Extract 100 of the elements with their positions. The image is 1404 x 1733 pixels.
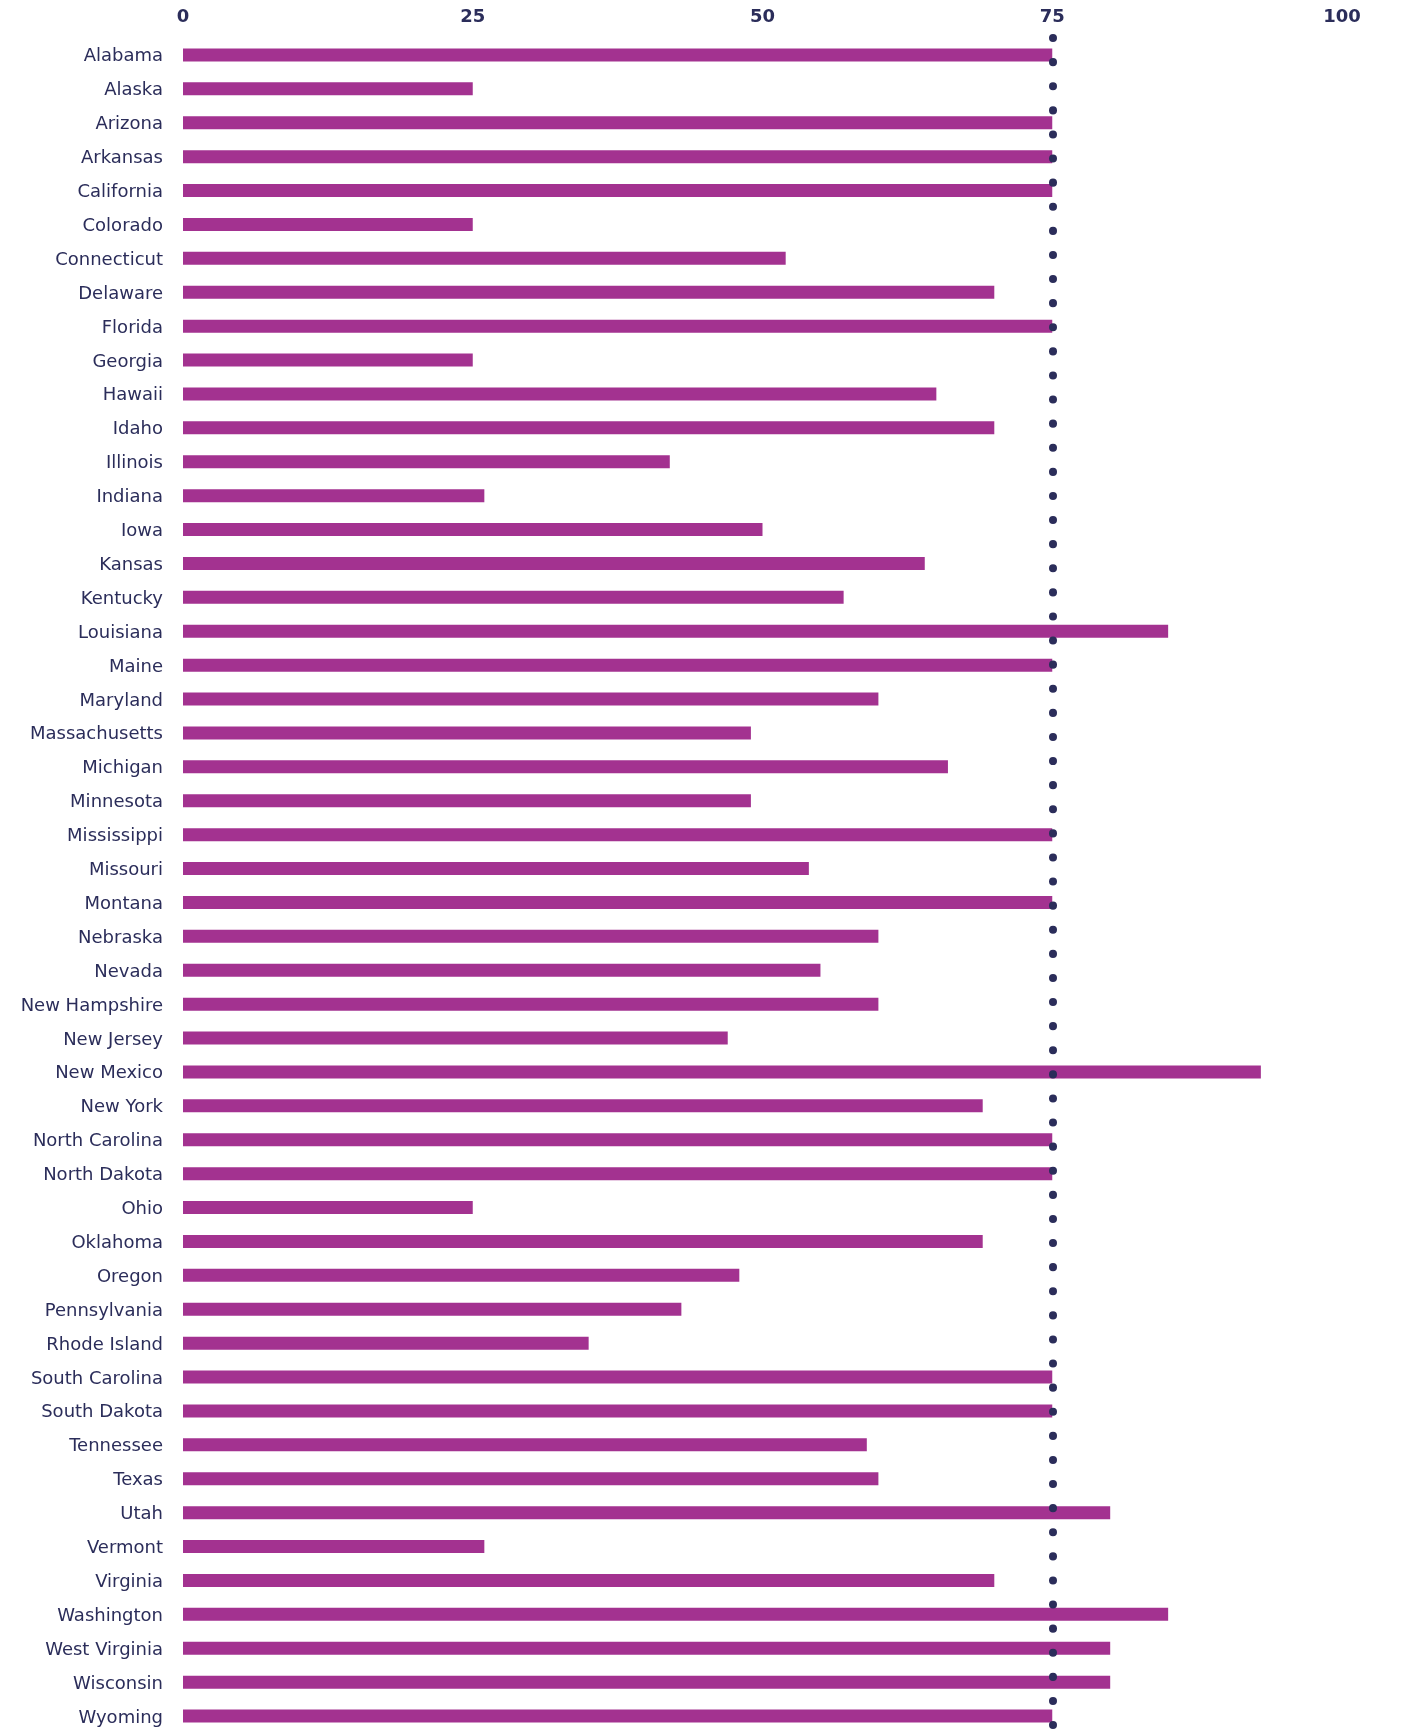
bar <box>183 1607 1169 1621</box>
bar <box>183 150 1053 164</box>
bar <box>183 1167 1053 1181</box>
y-tick-label: Hawaii <box>102 383 163 405</box>
y-tick-label: Montana <box>84 891 163 913</box>
bar <box>183 997 879 1011</box>
bar <box>183 1302 682 1316</box>
bar <box>183 251 786 265</box>
x-tick-label: 0 <box>176 4 190 26</box>
bar <box>183 963 821 977</box>
x-tick-label: 75 <box>1039 4 1065 26</box>
y-tick-label: Colorado <box>82 213 163 235</box>
y-tick-label: New Hampshire <box>20 993 163 1015</box>
y-tick-label: South Carolina <box>30 1366 163 1388</box>
y-tick-label: Ohio <box>121 1197 163 1219</box>
y-tick-label: Indiana <box>96 485 163 507</box>
bar <box>183 319 1053 333</box>
bar <box>183 1031 728 1045</box>
y-tick-label: Texas <box>112 1468 163 1490</box>
y-tick-label: Arkansas <box>80 146 163 168</box>
y-tick-label: Iowa <box>120 519 163 541</box>
y-tick-label: New York <box>80 1095 164 1117</box>
y-tick-label: Minnesota <box>70 790 163 812</box>
y-tick-label: Missouri <box>88 858 163 880</box>
y-tick-label: Rhode Island <box>46 1332 163 1354</box>
bar <box>183 895 1053 909</box>
y-tick-label: South Dakota <box>41 1400 163 1422</box>
bar <box>183 1234 983 1248</box>
y-tick-label: Pennsylvania <box>44 1298 163 1320</box>
bar <box>183 489 485 503</box>
y-tick-label: Utah <box>120 1502 163 1524</box>
bar <box>183 1370 1053 1384</box>
y-tick-label: North Carolina <box>32 1129 163 1151</box>
bar <box>183 828 1053 842</box>
bar <box>183 455 670 469</box>
x-tick-label: 100 <box>1323 4 1361 26</box>
bar <box>183 1438 867 1452</box>
y-tick-label: Florida <box>101 315 163 337</box>
bar <box>183 1133 1053 1147</box>
bar <box>183 692 879 706</box>
bar <box>183 794 751 808</box>
y-tick-label: Arizona <box>95 112 163 134</box>
bar <box>183 1709 1053 1723</box>
y-tick-label: Vermont <box>86 1536 163 1558</box>
y-tick-label: Nebraska <box>78 925 163 947</box>
y-tick-label: Maryland <box>79 688 163 710</box>
bar <box>183 658 1053 672</box>
bar <box>183 1675 1111 1689</box>
y-tick-label: North Dakota <box>43 1163 163 1185</box>
bar <box>183 1573 995 1587</box>
x-tick-label: 25 <box>460 4 486 26</box>
bar <box>183 217 473 231</box>
bar <box>183 1641 1111 1655</box>
y-tick-label: New Mexico <box>55 1061 163 1083</box>
bar <box>183 929 879 943</box>
y-tick-label: Michigan <box>82 756 163 778</box>
y-tick-label: Washington <box>57 1603 163 1625</box>
bar <box>183 1268 740 1282</box>
y-tick-label: Alaska <box>104 78 163 100</box>
y-tick-label: Oregon <box>96 1264 163 1286</box>
bar <box>183 523 763 537</box>
bar <box>183 48 1053 62</box>
y-tick-label: California <box>77 180 163 202</box>
bar <box>183 1065 1261 1079</box>
y-tick-label: Oklahoma <box>71 1230 163 1252</box>
x-tick-label: 50 <box>749 4 776 26</box>
y-tick-label: Alabama <box>83 44 163 66</box>
y-tick-label: Kentucky <box>80 586 164 608</box>
bar <box>183 1201 473 1215</box>
bar <box>183 1472 879 1486</box>
bar <box>183 590 844 604</box>
y-tick-label: Massachusetts <box>29 722 163 744</box>
bar <box>183 1540 485 1554</box>
bar <box>183 1506 1111 1520</box>
y-tick-label: Delaware <box>78 281 163 303</box>
bar <box>183 421 995 435</box>
bar <box>183 862 809 876</box>
y-tick-label: Connecticut <box>55 247 163 269</box>
y-tick-label: West Virginia <box>45 1637 163 1659</box>
bar <box>183 624 1169 638</box>
y-tick-label: Kansas <box>99 552 163 574</box>
y-tick-label: Nevada <box>94 959 163 981</box>
y-tick-label: Idaho <box>112 417 163 439</box>
y-tick-label: Virginia <box>95 1569 163 1591</box>
y-tick-label: New Jersey <box>63 1027 164 1049</box>
bar <box>183 184 1053 198</box>
bar <box>183 353 473 367</box>
bar <box>183 1404 1053 1418</box>
bar <box>183 726 751 740</box>
y-tick-label: Tennessee <box>68 1434 163 1456</box>
y-tick-label: Mississippi <box>67 824 163 846</box>
y-tick-label: Georgia <box>92 349 163 371</box>
y-tick-label: Illinois <box>105 451 163 473</box>
bar <box>183 116 1053 130</box>
bar <box>183 760 948 774</box>
bar <box>183 285 995 299</box>
bar <box>183 82 473 96</box>
y-tick-label: Wisconsin <box>73 1671 163 1693</box>
bar <box>183 1336 589 1350</box>
bar <box>183 556 925 570</box>
